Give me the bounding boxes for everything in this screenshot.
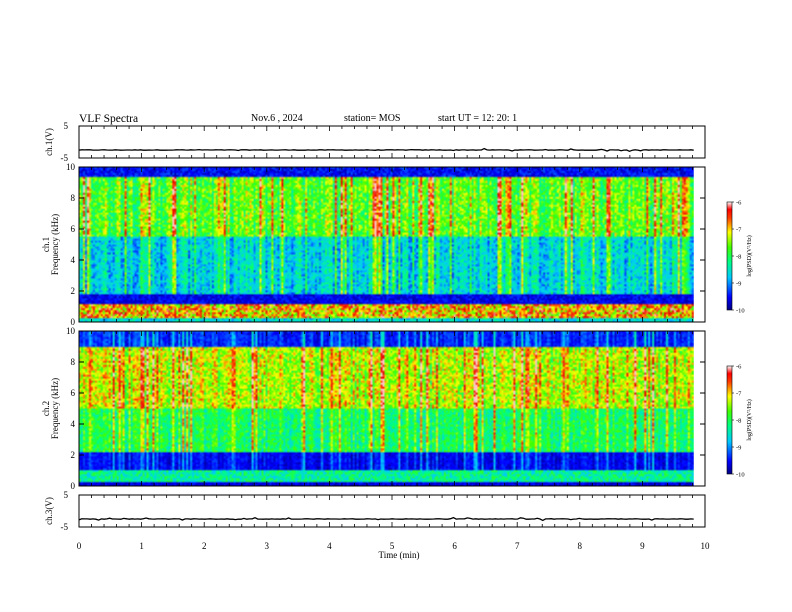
x-tick-label: 4	[327, 541, 332, 551]
x-tick-label: 7	[515, 541, 520, 551]
y-tick-label-ch2: 6	[71, 388, 76, 398]
y-axis-unit-ch2: Frequency (kHz)	[50, 378, 60, 439]
y-axis-label-ch.1(V): ch.1(V)	[44, 128, 54, 156]
y-tick-label-ch1: 2	[71, 286, 76, 296]
y-axis-label-ch.3(V): ch.3(V)	[44, 497, 54, 525]
colorbar-tick-label-ch2: -6	[736, 364, 742, 371]
y-tick-label-ch2: 8	[71, 357, 76, 367]
y-tick-label-ch1: 0	[71, 317, 76, 327]
colorbar-tick-label-ch1: -7	[736, 227, 742, 234]
figure-title: VLF Spectra	[79, 113, 139, 125]
x-axis-label: Time (min)	[379, 550, 420, 560]
x-tick-label: 2	[202, 541, 207, 551]
y-tick-label-ch1: 4	[71, 255, 76, 265]
x-tick-label: 5	[390, 541, 395, 551]
y-tick-label-ch.1(V): -5	[61, 153, 69, 163]
spectrogram-ch2	[79, 331, 694, 486]
colorbar-tick-label-ch1: -10	[736, 308, 745, 315]
colorbar-tick-label-ch1: -9	[736, 281, 741, 288]
colorbar-tick-label-ch2: -8	[736, 418, 741, 425]
x-tick-label: 8	[578, 541, 583, 551]
y-tick-label-ch1: 6	[71, 224, 76, 234]
x-tick-label: 6	[452, 541, 457, 551]
colorbar-tick-label-ch2: -10	[736, 472, 745, 479]
panel-frame-ch.1(V)	[78, 125, 706, 159]
y-tick-label-ch.3(V): 5	[64, 490, 69, 500]
y-tick-label-ch.1(V): 5	[64, 121, 69, 131]
colorbar-tick-label-ch1: -6	[736, 200, 742, 207]
y-axis-label-ch2: ch.2	[41, 401, 51, 416]
colorbar-label-ch1: log(PSD)(V²/Hz)	[746, 235, 753, 276]
figure-station: station= MOS	[344, 113, 401, 124]
figure-start-ut: start UT = 12: 20: 1	[438, 113, 518, 124]
figure-date: Nov.6 , 2024	[251, 113, 303, 124]
spectrogram-image-ch2	[79, 331, 694, 486]
voltage-trace-ch.3(V)	[78, 516, 694, 522]
colorbar-label-ch2: log(PSD)(V²/Hz)	[746, 399, 753, 440]
y-axis-label-ch1: ch.1	[41, 237, 51, 252]
y-tick-label-ch2: 2	[71, 450, 76, 460]
y-tick-label-ch2: 10	[66, 326, 76, 336]
y-tick-label-ch1: 10	[66, 162, 76, 172]
y-tick-label-ch.3(V): -5	[61, 522, 69, 532]
colorbar-tick-label-ch2: -9	[736, 445, 741, 452]
x-tick-label: 0	[77, 541, 82, 551]
panel-frame-ch.3(V)	[78, 494, 706, 528]
y-tick-label-ch1: 8	[71, 193, 76, 203]
colorbar-ch1	[726, 201, 733, 311]
y-axis-unit-ch1: Frequency (kHz)	[50, 214, 60, 275]
y-tick-label-ch2: 0	[71, 481, 76, 491]
colorbar-ch2	[726, 365, 733, 475]
y-tick-label-ch2: 4	[71, 419, 76, 429]
x-tick-label: 3	[265, 541, 270, 551]
colorbar-tick-label-ch2: -7	[736, 391, 742, 398]
colorbar-tick-label-ch1: -8	[736, 254, 741, 261]
voltage-trace-ch.1(V)	[78, 147, 694, 153]
x-tick-label: 9	[640, 541, 645, 551]
x-tick-label: 1	[139, 541, 144, 551]
spectrogram-image-ch1	[79, 167, 694, 322]
x-tick-label: 10	[701, 541, 711, 551]
spectrogram-ch1	[79, 167, 694, 322]
